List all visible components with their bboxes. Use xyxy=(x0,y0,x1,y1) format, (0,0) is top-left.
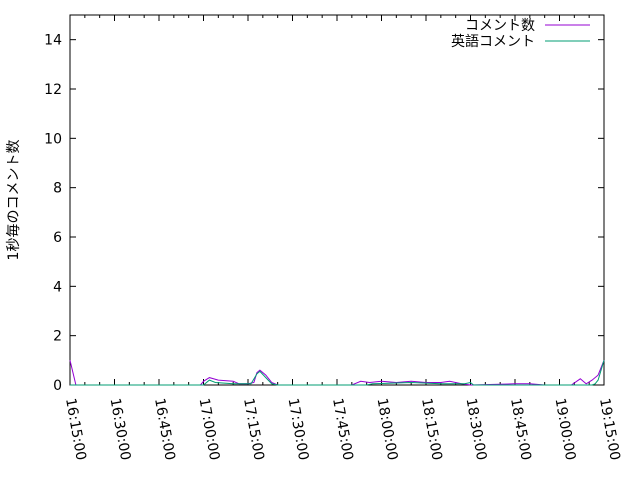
x-tick-label: 17:00:00 xyxy=(196,397,223,462)
x-tick-label: 16:30:00 xyxy=(107,397,134,462)
x-tick-label: 18:30:00 xyxy=(463,397,490,462)
y-tick-label: 6 xyxy=(53,230,62,246)
x-tick-label: 16:45:00 xyxy=(151,397,178,462)
plot-border xyxy=(69,14,605,386)
x-tick-label: 17:45:00 xyxy=(329,397,356,462)
x-tick-label: 18:15:00 xyxy=(418,397,445,462)
x-tick-label: 17:15:00 xyxy=(240,397,267,462)
legend-label: 英語コメント xyxy=(451,33,535,50)
x-tick-label: 16:15:00 xyxy=(62,397,89,462)
y-tick-label: 4 xyxy=(53,279,62,295)
legend-label: コメント数 xyxy=(465,18,535,34)
y-tick-label: 12 xyxy=(44,82,62,98)
x-tick-label: 19:00:00 xyxy=(552,397,579,462)
y-tick-label: 0 xyxy=(53,378,62,394)
x-tick-label: 19:15:00 xyxy=(596,397,623,462)
x-tick-label: 18:00:00 xyxy=(374,397,401,462)
y-tick-label: 14 xyxy=(44,33,62,49)
y-tick-label: 10 xyxy=(44,131,62,147)
y-axis-label: 1秒毎のコメント数 xyxy=(6,140,22,261)
x-tick-label: 17:30:00 xyxy=(285,397,312,462)
x-tick-label: 18:45:00 xyxy=(507,397,534,462)
y-tick-label: 2 xyxy=(53,329,62,345)
series-line-1 xyxy=(70,360,605,386)
y-tick-label: 8 xyxy=(53,181,62,197)
